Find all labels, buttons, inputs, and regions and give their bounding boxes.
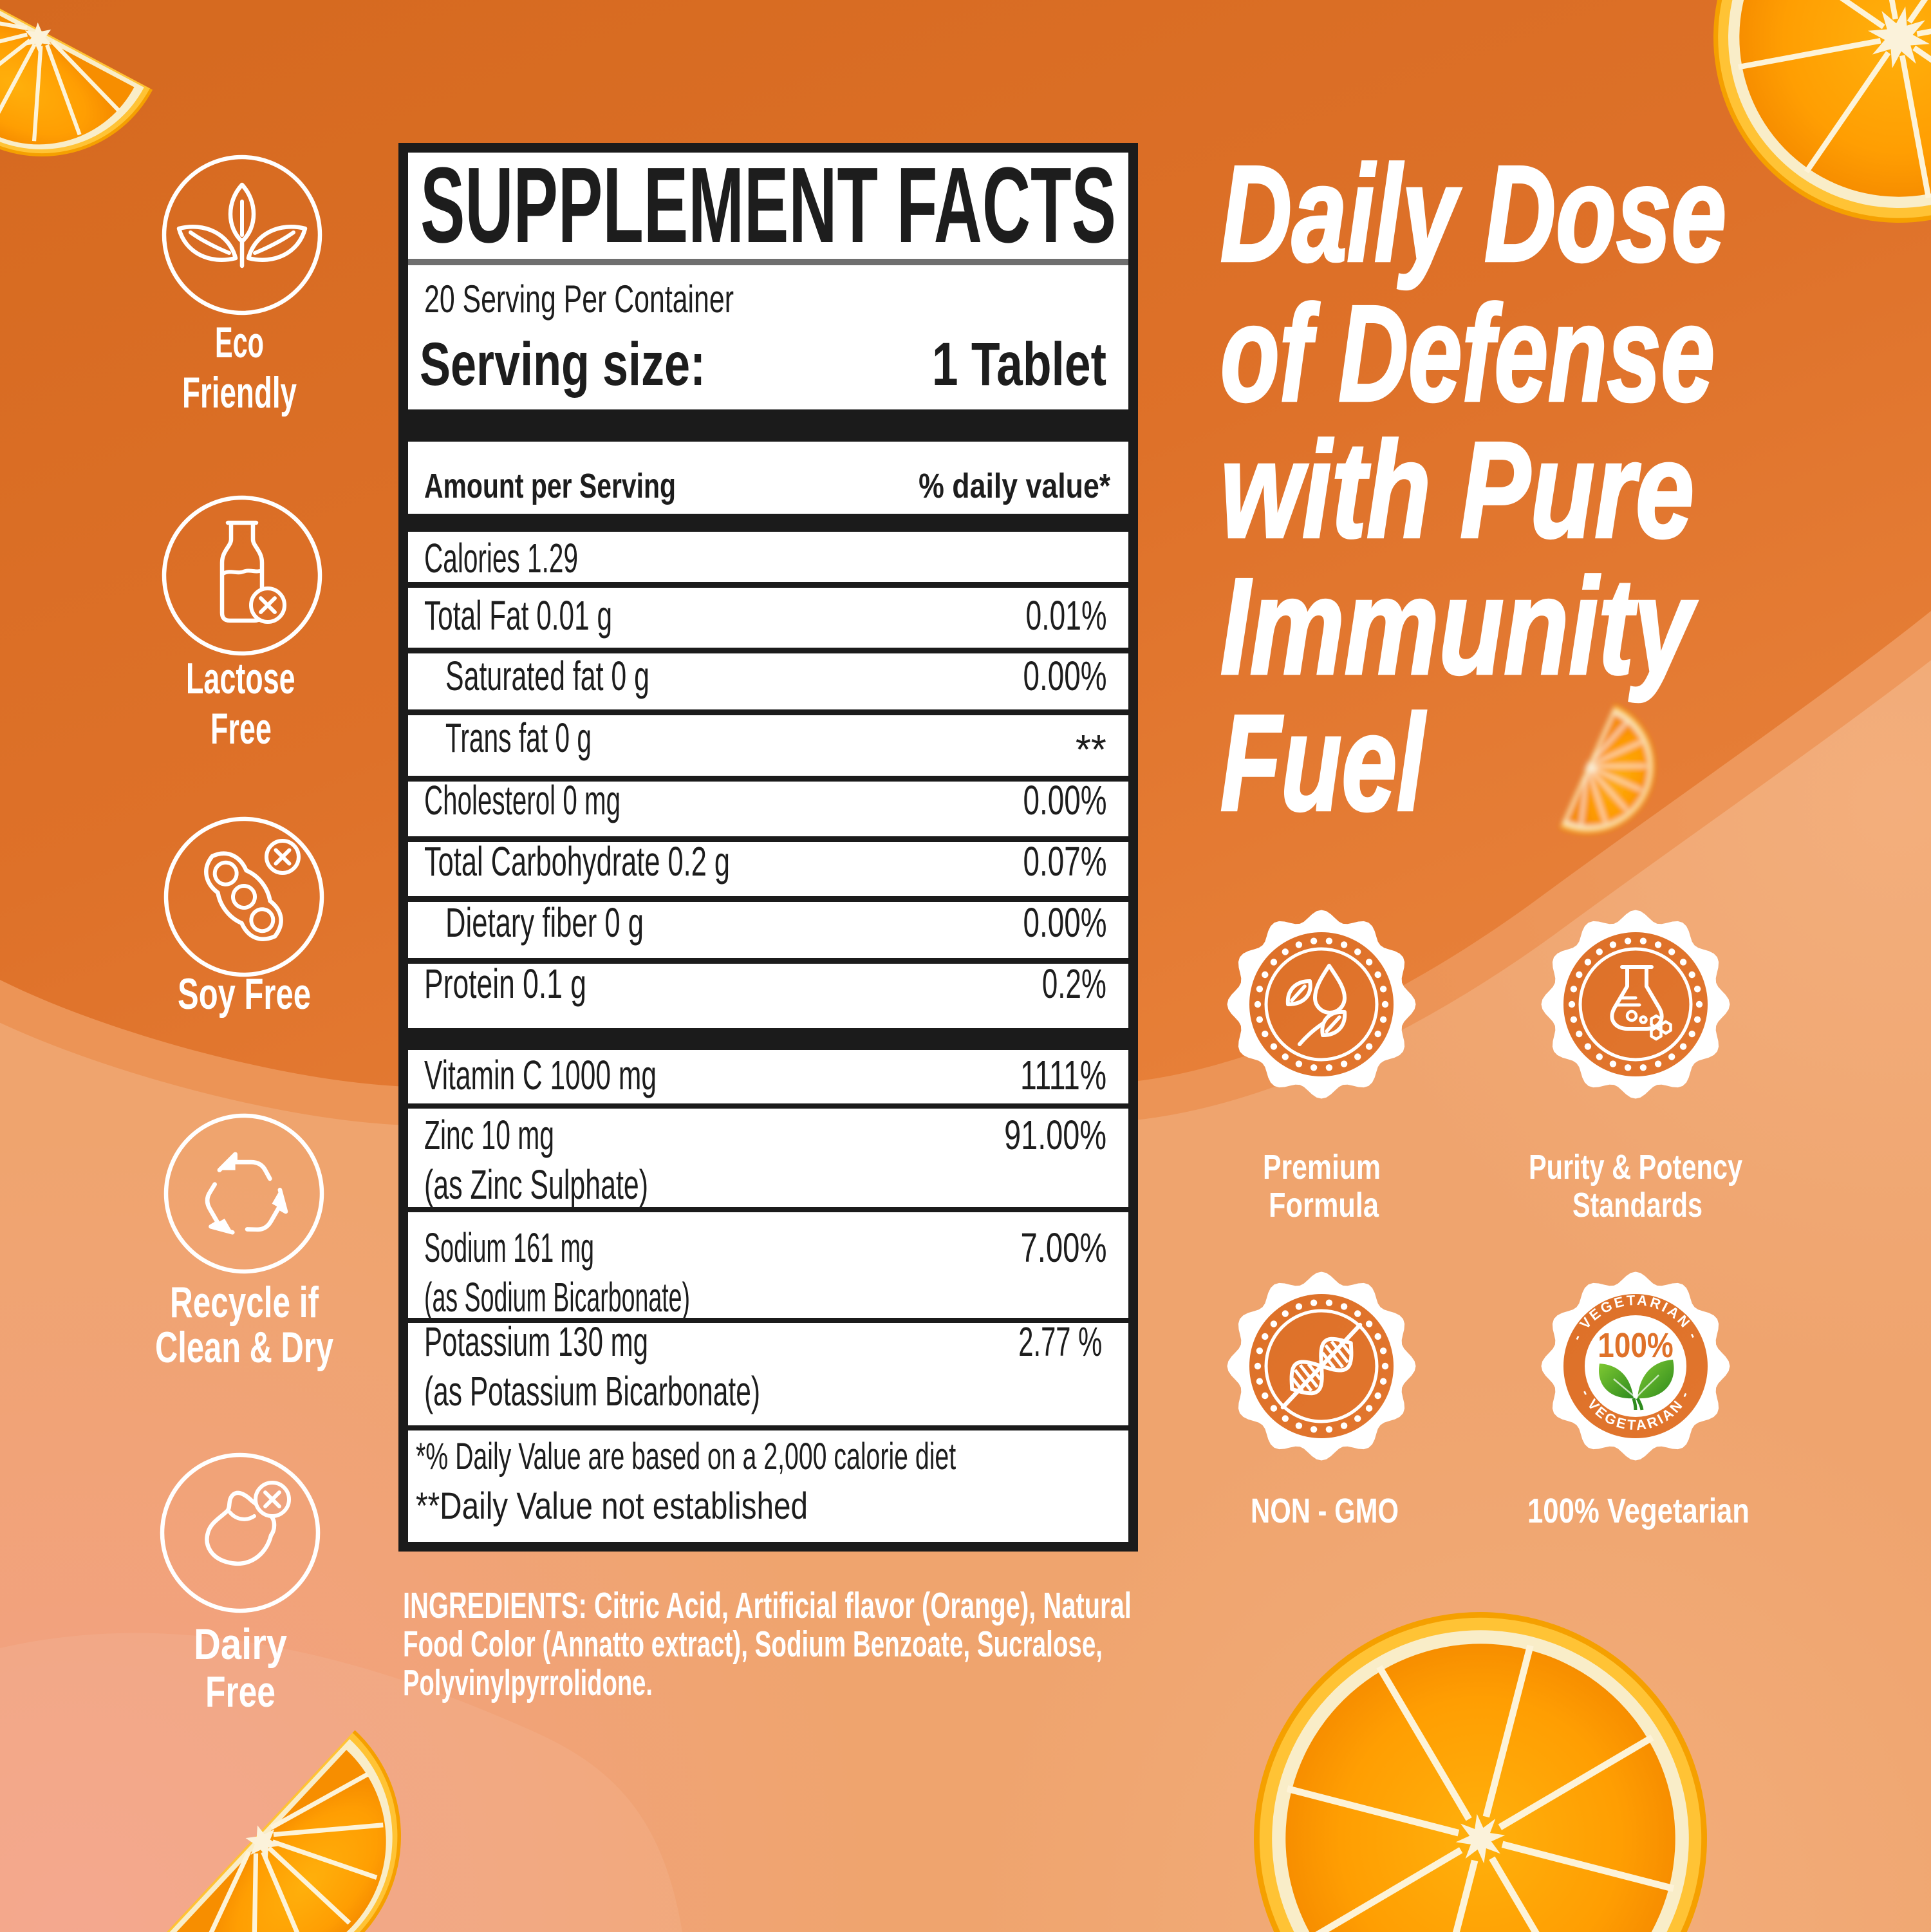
svg-text:100%: 100% <box>1598 1326 1673 1365</box>
